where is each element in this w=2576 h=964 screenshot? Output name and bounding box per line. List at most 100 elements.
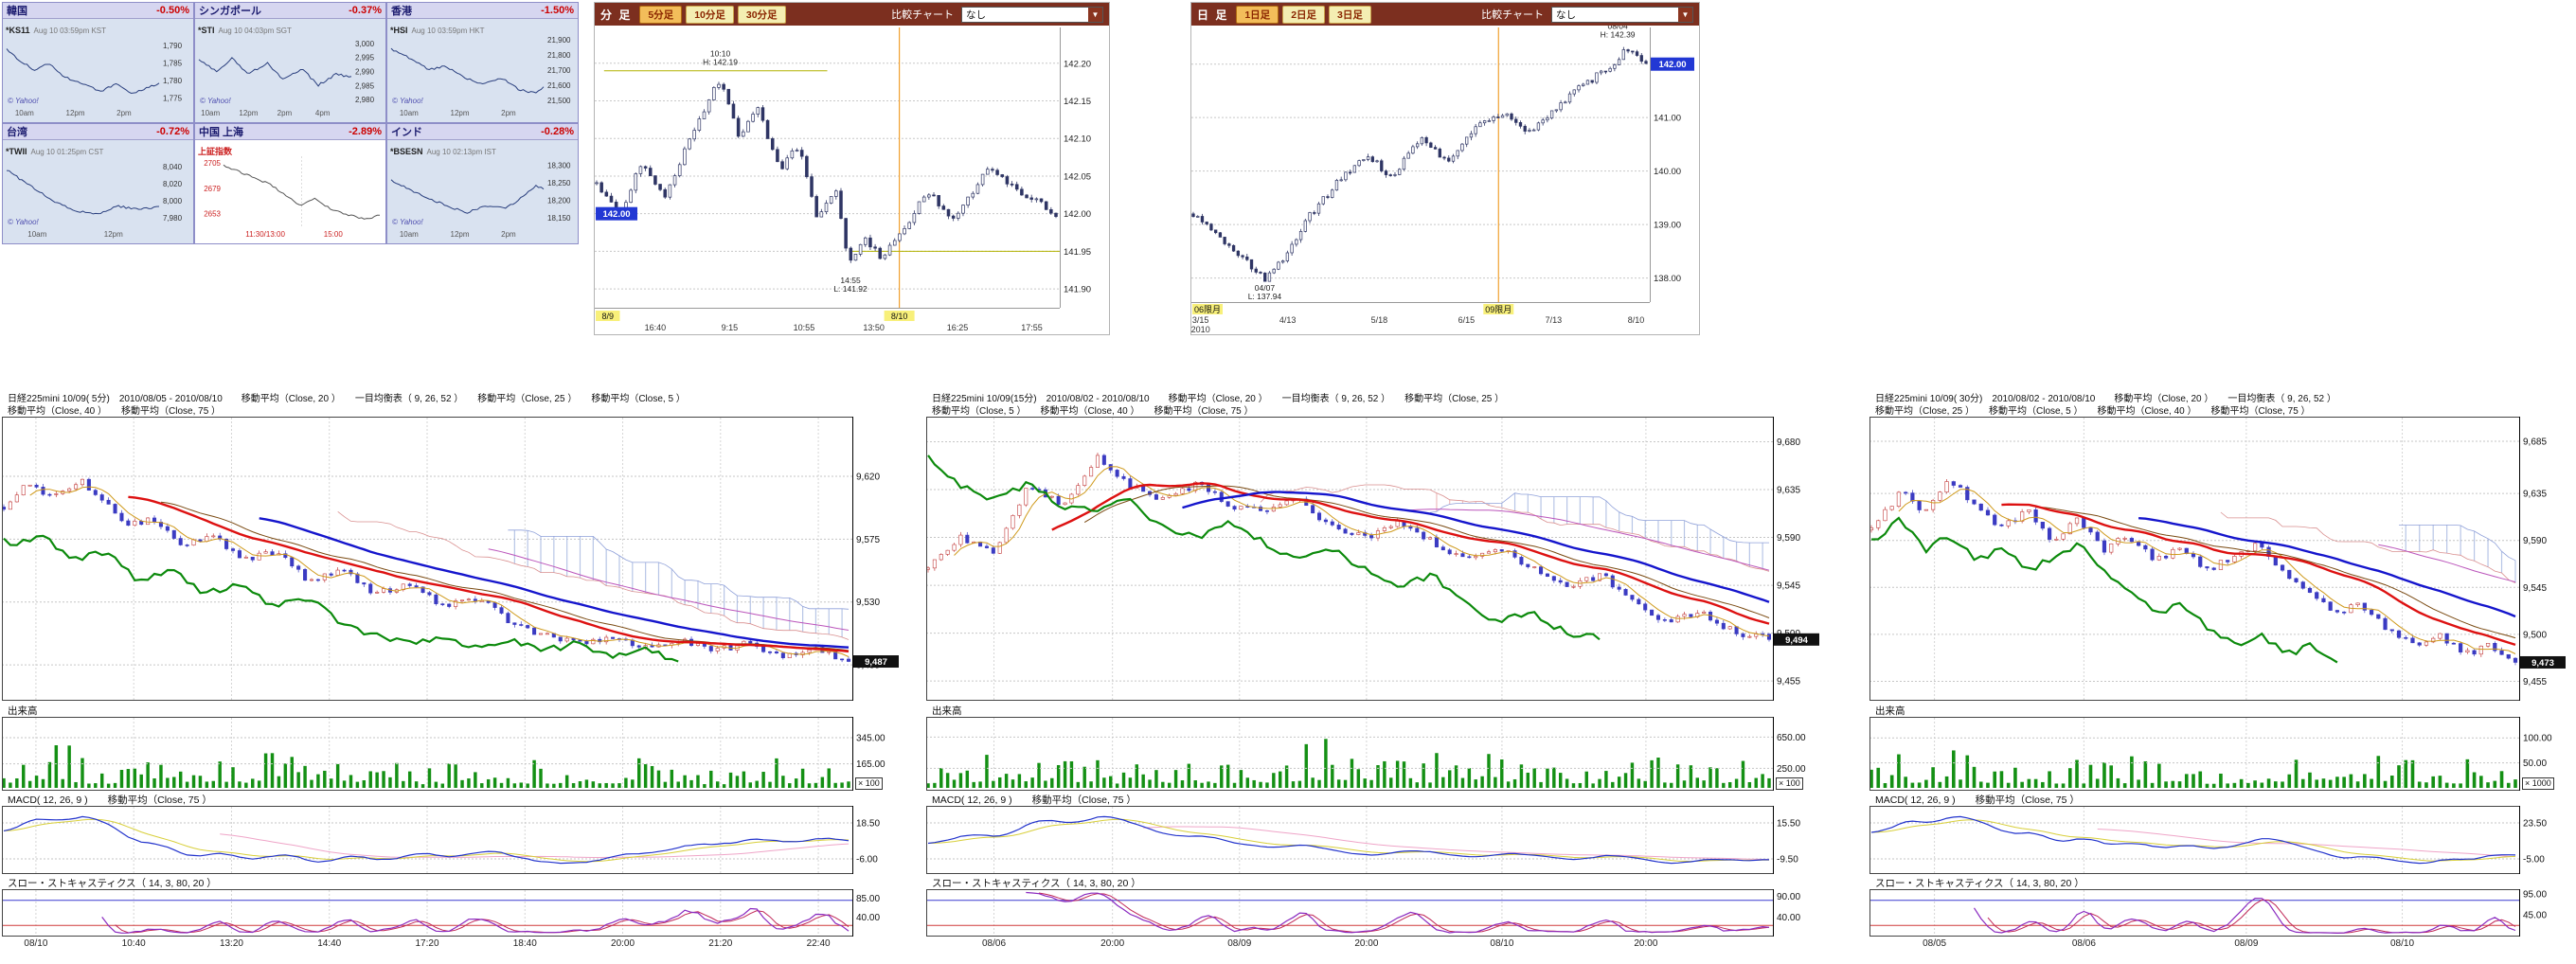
technical-panel-30min: 日経225mini 10/09( 30分) 2010/08/02 - 2010/… — [1869, 388, 2574, 951]
period-button-2日足[interactable]: 2日足 — [1282, 5, 1326, 24]
market-mini-1[interactable]: シンガポール -0.37% *STI Aug 10 04:03pm SGT 3,000 2… — [194, 2, 386, 123]
stochastics-label: スロー・ストキャスティクス（ 14, 3, 80, 20 ） — [1875, 878, 2084, 889]
compare-chart-label: 比較チャート — [1481, 9, 1544, 21]
mini-x-labels: 10am 12pm 2pm 4pm — [195, 109, 385, 122]
svg-text:06限月: 06限月 — [1194, 305, 1221, 314]
minute-compare-select[interactable]: なし ▼ — [961, 6, 1103, 23]
macd-chart[interactable]: 23.50 -5.00 — [1869, 806, 2574, 874]
x-tick: 12pm — [450, 230, 470, 239]
svg-text:9,635: 9,635 — [1777, 486, 1800, 496]
x-axis-tick: 20:00 — [1634, 938, 1658, 949]
price-chart[interactable]: 9,685 9,635 9,590 9,545 9,500 9,455 9,473 — [1869, 417, 2574, 701]
svg-text:9,455: 9,455 — [2523, 677, 2547, 687]
svg-text:9,545: 9,545 — [1777, 581, 1800, 592]
panel-title: 日経225mini 10/09( 30分) 2010/08/02 - 2010/… — [1875, 394, 2336, 404]
x-tick: 12pm — [239, 109, 259, 117]
mini-x-labels: 10am 12pm 2pm — [3, 109, 193, 122]
svg-text:9,575: 9,575 — [856, 535, 880, 545]
market-symbol: *TWII — [6, 147, 27, 156]
market-mini-header: 韓国 -0.50% — [3, 3, 193, 19]
stochastics-chart[interactable]: 85.00 40.00 — [2, 889, 907, 937]
svg-text:9,545: 9,545 — [2523, 583, 2547, 594]
mini-x-labels: 11:30/13:00 15:00 — [195, 230, 385, 243]
stochastics-chart[interactable]: 95.00 45.00 — [1869, 889, 2574, 937]
market-symbol-row: *STI Aug 10 04:03pm SGT — [198, 21, 292, 38]
x-axis-tick: 14:40 — [317, 938, 342, 949]
volume-chart[interactable]: 650.00 250.00 — [926, 717, 1828, 791]
market-change: -0.50% — [156, 5, 189, 16]
svg-text:2,985: 2,985 — [355, 81, 375, 90]
x-tick: 12pm — [103, 230, 123, 239]
svg-text:-6.00: -6.00 — [856, 855, 878, 866]
svg-text:7/13: 7/13 — [1546, 315, 1563, 325]
x-tick: 2pm — [116, 109, 132, 117]
volume-chart[interactable]: 100.00 50.00 — [1869, 717, 2574, 791]
x-axis-tick: 20:00 — [1354, 938, 1379, 949]
svg-text:8,000: 8,000 — [163, 197, 183, 205]
x-tick: 11:30/13:00 — [245, 230, 285, 239]
volume-multiplier: × 100 — [855, 777, 883, 790]
x-axis-tick: 18:40 — [512, 938, 537, 949]
market-symbol-row: *KS11 Aug 10 03:59pm KST — [6, 21, 106, 38]
period-button-3日足[interactable]: 3日足 — [1329, 5, 1371, 24]
x-axis-labels: 08/06 20:00 08/09 20:00 08/10 20:00 — [926, 938, 1828, 951]
svg-text:H: 142.39: H: 142.39 — [1601, 30, 1636, 40]
svg-text:2705: 2705 — [204, 159, 221, 168]
market-mini-2[interactable]: 香港 -1.50% *HSI Aug 10 03:59pm HKT 21,900 21,8… — [386, 2, 579, 123]
macd-chart[interactable]: 15.50 -9.50 — [926, 806, 1828, 874]
daily-compare-select[interactable]: なし ▼ — [1551, 6, 1693, 23]
svg-text:650.00: 650.00 — [1777, 733, 1806, 743]
mini-line-chart: 3,000 2,995 2,990 2,985 2,980 — [198, 40, 375, 104]
market-mini-3[interactable]: 台湾 -0.72% *TWII Aug 10 01:25pm CST 8,040 8,02… — [2, 123, 194, 244]
volume-chart[interactable]: 345.00 165.00 — [2, 717, 907, 791]
x-tick: 10am — [14, 109, 34, 117]
svg-text:18,200: 18,200 — [547, 196, 571, 205]
minute-candlestick-chart[interactable]: 142.20 142.15 142.10 142.05 142.00 141.95 141.… — [595, 26, 1109, 334]
x-tick: 4pm — [314, 109, 331, 117]
svg-text:16:25: 16:25 — [947, 323, 969, 332]
svg-text:9,680: 9,680 — [1777, 437, 1800, 448]
macd-chart[interactable]: 18.50 -6.00 — [2, 806, 907, 874]
svg-text:3/15: 3/15 — [1192, 315, 1209, 325]
market-symbol-row: *TWII Aug 10 01:25pm CST — [6, 142, 103, 159]
mini-x-labels: 10am 12pm 2pm — [387, 109, 578, 122]
market-change: -1.50% — [541, 5, 574, 16]
market-name: 韓国 — [7, 6, 27, 17]
x-axis-tick: 08/06 — [2071, 938, 2096, 949]
svg-text:9,530: 9,530 — [856, 598, 880, 608]
svg-text:15.50: 15.50 — [1777, 819, 1800, 830]
panel-title-2: 移動平均（Close, 40 ） 移動平均（Close, 75 ） — [8, 406, 222, 417]
svg-text:9,487: 9,487 — [865, 657, 887, 668]
yahoo-watermark: © Yahoo! — [200, 97, 231, 105]
market-mini-0[interactable]: 韓国 -0.50% *KS11 Aug 10 03:59pm KST 1,790 1,78… — [2, 2, 194, 123]
svg-text:165.00: 165.00 — [856, 759, 886, 770]
stochastics-chart[interactable]: 90.00 40.00 — [926, 889, 1828, 937]
x-tick: 10am — [399, 109, 419, 117]
period-button-5分足[interactable]: 5分足 — [639, 5, 683, 24]
market-name: 中国 上海 — [199, 127, 244, 138]
svg-text:2653: 2653 — [204, 210, 221, 219]
market-symbol: *HSI — [390, 26, 408, 35]
market-mini-5[interactable]: インド -0.28% *BSESN Aug 10 02:13pm IST 18,300 1… — [386, 123, 579, 244]
period-button-10分足[interactable]: 10分足 — [686, 5, 734, 24]
svg-text:7,980: 7,980 — [163, 214, 183, 223]
market-symbol: 上証指数 — [198, 147, 233, 156]
x-tick: 2pm — [277, 109, 293, 117]
svg-text:1,790: 1,790 — [163, 42, 183, 50]
x-tick: 12pm — [450, 109, 470, 117]
x-axis-labels: 08/05 08/06 08/09 08/10 — [1869, 938, 2574, 951]
svg-text:2010: 2010 — [1191, 325, 1210, 334]
svg-text:H: 142.19: H: 142.19 — [703, 58, 738, 67]
daily-candlestick-chart[interactable]: 142.00 141.00 140.00 139.00 138.00 08/04H: 14… — [1191, 22, 1699, 334]
period-button-30分足[interactable]: 30分足 — [737, 5, 786, 24]
svg-text:142.10: 142.10 — [1064, 134, 1091, 145]
period-button-1日足[interactable]: 1日足 — [1236, 5, 1279, 24]
market-mini-4[interactable]: 中国 上海 -2.89% 上証指数 2705 2679 2653 11:30/13:00 15… — [194, 123, 386, 244]
market-timestamp: Aug 10 01:25pm CST — [30, 148, 104, 156]
svg-text:45.00: 45.00 — [2523, 911, 2547, 921]
volume-multiplier: × 1000 — [2522, 777, 2554, 790]
